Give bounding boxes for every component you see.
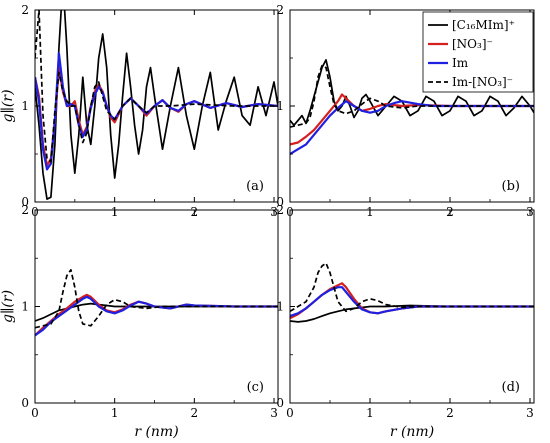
panel-tag: (b) <box>502 179 520 194</box>
legend: [C₁₆MIm]⁺ [NO₃]⁻ Im Im-[NO₃]⁻ <box>422 11 534 93</box>
series-line-3 <box>35 52 278 171</box>
y-tick-label: 0 <box>21 396 29 410</box>
y-tick-label: 1 <box>21 99 29 113</box>
panel-4: 0 1 2 3 0 1 2 (d) r (nm) <box>276 203 535 440</box>
legend-label: [NO₃]⁻ <box>452 37 493 51</box>
series-group <box>35 268 278 337</box>
series-line-4 <box>290 262 534 313</box>
x-tick-label: 3 <box>526 406 534 420</box>
series-line-3 <box>290 100 534 155</box>
y-axis-label: g∥(r) <box>0 290 16 323</box>
series-line-4 <box>290 64 534 128</box>
y-tick-label: 2 <box>276 203 284 217</box>
y-tick-label: 2 <box>21 3 29 17</box>
series-line-4 <box>35 10 278 163</box>
legend-label: Im-[NO₃]⁻ <box>452 75 513 89</box>
x-tick-label: 1 <box>111 406 119 420</box>
x-tick-label: 2 <box>446 406 454 420</box>
y-tick-label: 0 <box>21 195 29 209</box>
x-tick-label: 3 <box>270 406 278 420</box>
x-axis-label: r (nm) <box>390 424 434 440</box>
series-line-2 <box>35 66 278 167</box>
panel-tag: (c) <box>247 380 264 395</box>
y-tick-label: 1 <box>21 300 29 314</box>
x-tick-label: 0 <box>31 406 39 420</box>
x-axis-label: r (nm) <box>134 424 178 440</box>
panel-tag: (d) <box>502 380 520 395</box>
series-line-2 <box>35 293 278 337</box>
panel-3: 0 1 2 3 0 1 2 (c) r (nm) g∥(r) <box>0 203 279 440</box>
series-line-1 <box>35 10 278 200</box>
panel-tag: (a) <box>246 179 264 194</box>
series-line-3 <box>35 295 278 337</box>
series-line-3 <box>290 286 534 318</box>
y-tick-label: 1 <box>276 99 284 113</box>
x-tick-label: 0 <box>286 406 294 420</box>
y-tick-label: 1 <box>276 300 284 314</box>
y-axis-label: g∥(r) <box>0 89 16 122</box>
series-line-2 <box>290 282 534 320</box>
series-group <box>290 59 534 155</box>
y-tick-label: 0 <box>276 396 284 410</box>
x-tick-label: 1 <box>366 406 374 420</box>
series-group <box>290 262 534 323</box>
legend-label: Im <box>452 56 469 70</box>
series-line-4 <box>35 268 278 329</box>
series-group <box>35 10 278 200</box>
y-tick-label: 0 <box>276 195 284 209</box>
y-tick-label: 2 <box>21 203 29 217</box>
legend-label: [C₁₆MIm]⁺ <box>452 18 515 32</box>
y-tick-label: 2 <box>276 3 284 17</box>
x-tick-label: 2 <box>191 406 199 420</box>
